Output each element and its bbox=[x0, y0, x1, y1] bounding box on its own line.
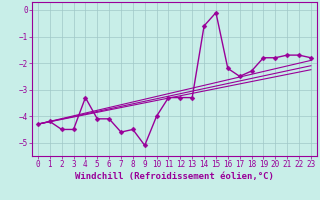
X-axis label: Windchill (Refroidissement éolien,°C): Windchill (Refroidissement éolien,°C) bbox=[75, 172, 274, 181]
